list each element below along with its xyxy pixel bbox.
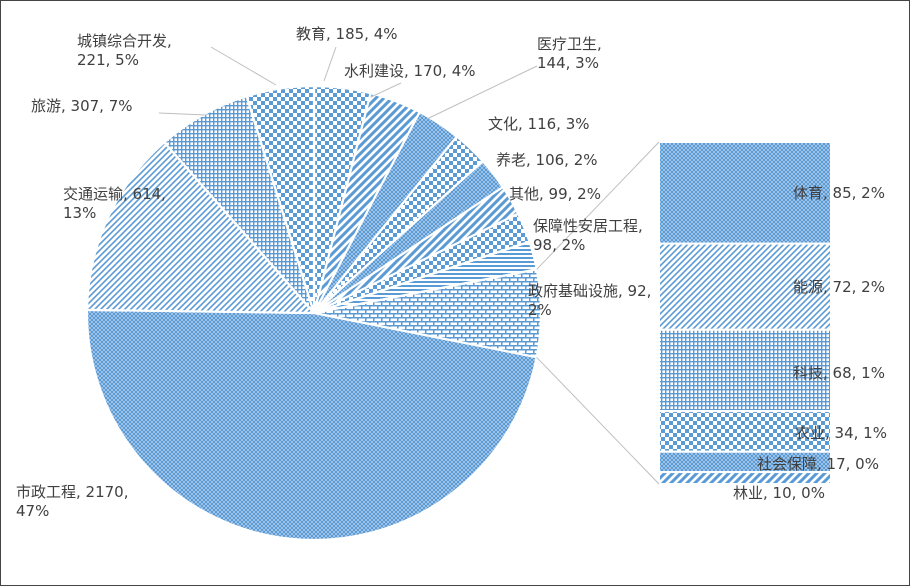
pie-slice	[85, 308, 538, 542]
data-label: 社会保障, 17, 0%	[757, 455, 879, 473]
series-line	[536, 141, 660, 270]
data-label: 能源, 72, 2%	[793, 278, 885, 296]
bar-segment	[658, 471, 832, 486]
data-label: 交通运输, 614, 13%	[63, 185, 166, 222]
bar-segments	[658, 141, 832, 486]
data-label: 林业, 10, 0%	[733, 484, 825, 502]
label-leader-line	[426, 65, 538, 120]
series-line	[536, 356, 660, 485]
label-leader-line	[323, 46, 337, 82]
data-labels: 教育, 185, 4% 水利建设, 170, 4% 医疗卫生, 144, 3% 文化, …	[16, 25, 887, 520]
data-label: 养老, 106, 2%	[496, 151, 598, 169]
pie-slice	[245, 84, 316, 314]
data-label: 市政工程, 2170, 47%	[16, 483, 128, 520]
data-label: 政府基础设施, 92, 2%	[528, 282, 651, 319]
data-label: 保障性安居工程, 98, 2%	[533, 217, 643, 254]
data-label: 农业, 34, 1%	[795, 424, 887, 442]
bar-segment	[658, 410, 832, 453]
data-label: 城镇综合开发, 221, 5%	[77, 32, 172, 69]
data-label: 旅游, 307, 7%	[31, 97, 133, 115]
bar-segment	[658, 141, 832, 245]
data-label: 体育, 85, 2%	[793, 184, 885, 202]
pie-slices	[85, 84, 543, 542]
data-label: 教育, 185, 4%	[296, 25, 398, 43]
data-label: 水利建设, 170, 4%	[344, 62, 476, 80]
pie-slice	[85, 140, 317, 315]
data-label: 科技, 68, 1%	[793, 364, 885, 382]
label-leader-line	[158, 112, 207, 116]
label-leader-line	[370, 82, 402, 98]
data-label: 文化, 116, 3%	[488, 115, 590, 133]
leader-lines	[158, 46, 660, 485]
label-leader-line	[210, 46, 277, 86]
data-label: 医疗卫生, 144, 3%	[537, 35, 602, 72]
data-label: 其他, 99, 2%	[509, 185, 601, 203]
